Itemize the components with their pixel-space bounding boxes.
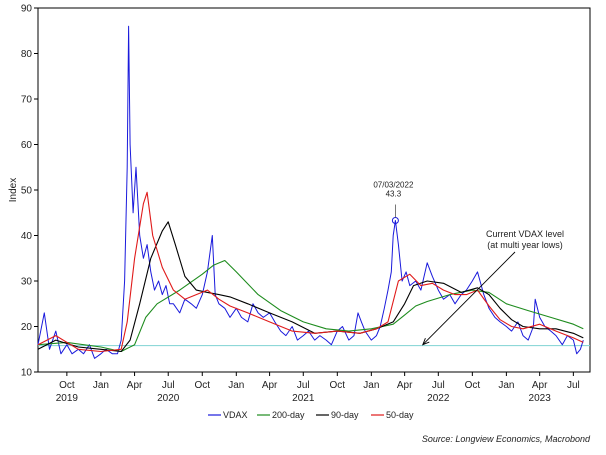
x-tick-label: Jan xyxy=(498,380,514,391)
x-tick-label: Apr xyxy=(262,380,278,391)
peak-date-label: 07/03/2022 xyxy=(373,180,414,189)
y-tick-label: 60 xyxy=(21,140,33,151)
x-tick-label: Jan xyxy=(93,380,109,391)
x-tick-label: Oct xyxy=(330,380,346,391)
series-line-200-day xyxy=(37,259,584,353)
x-tick-label: Jul xyxy=(162,380,175,391)
x-tick-label: Apr xyxy=(532,380,548,391)
y-tick-label: 10 xyxy=(21,368,33,379)
legend-label: VDAX xyxy=(223,410,248,420)
x-year-label: 2021 xyxy=(292,393,315,404)
series-lines xyxy=(37,25,584,359)
y-tick-label: 50 xyxy=(21,186,33,197)
x-tick-label: Jan xyxy=(363,380,379,391)
x-tick-label: Apr xyxy=(397,380,413,391)
x-tick-label: Jul xyxy=(297,380,310,391)
x-year-label: 2020 xyxy=(157,393,180,404)
x-tick-label: Oct xyxy=(194,380,210,391)
series-line-vdax xyxy=(37,25,584,359)
legend-label: 50-day xyxy=(386,410,414,420)
x-axis: Oct Jan Apr Jul Oct Jan Apr Jul Oct Jan Apr Jul Oct J… xyxy=(56,372,580,404)
x-year-label: 2023 xyxy=(529,393,552,404)
current-level-arrow-head xyxy=(421,338,430,346)
peak-value-label: 43.3 xyxy=(386,189,402,198)
y-axis-label: Index xyxy=(8,178,19,202)
current-level-note-line2: (at multi year lows) xyxy=(487,240,563,250)
x-tick-label: Oct xyxy=(465,380,481,391)
legend: VDAX 200-day 90-day 50-day xyxy=(208,410,414,420)
y-tick-label: 80 xyxy=(21,49,33,60)
x-tick-label: Jul xyxy=(432,380,445,391)
x-tick-label: Jul xyxy=(567,380,580,391)
x-year-label: 2022 xyxy=(427,393,450,404)
current-level-arrow-shaft xyxy=(422,251,516,346)
x-year-label: 2019 xyxy=(56,393,79,404)
current-level-note-line1: Current VDAX level xyxy=(486,229,564,239)
x-tick-label: Jan xyxy=(228,380,244,391)
y-tick-label: 90 xyxy=(21,4,33,15)
y-tick-label: 70 xyxy=(21,95,33,106)
y-tick-label: 20 xyxy=(21,322,33,333)
y-tick-label: 30 xyxy=(21,277,33,288)
y-tick-label: 40 xyxy=(21,231,33,242)
legend-label: 200-day xyxy=(272,410,305,420)
series-line-50-day xyxy=(37,191,584,353)
source-note: Source: Longview Economics, Macrobond xyxy=(422,434,591,444)
x-tick-label: Oct xyxy=(59,380,75,391)
legend-label: 90-day xyxy=(331,410,359,420)
y-axis: 10 20 30 40 50 60 70 80 90 xyxy=(21,4,38,379)
series-line-90-day xyxy=(37,221,584,353)
x-tick-label: Apr xyxy=(127,380,143,391)
